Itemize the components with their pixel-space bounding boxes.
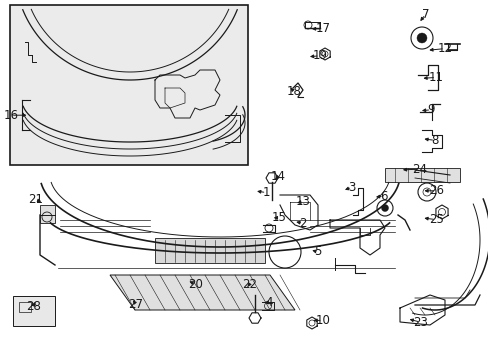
Text: 24: 24	[411, 163, 426, 176]
Text: 13: 13	[295, 195, 310, 208]
Text: 17: 17	[315, 22, 329, 35]
Bar	[155, 238, 264, 263]
Text: 7: 7	[421, 8, 428, 21]
Text: 25: 25	[428, 213, 443, 226]
Text: 4: 4	[264, 296, 272, 309]
Text: 23: 23	[412, 316, 427, 329]
Text: 27: 27	[128, 298, 143, 311]
Text: 19: 19	[312, 49, 326, 62]
Text: 11: 11	[428, 71, 443, 84]
Text: 28: 28	[26, 300, 41, 312]
Bar	[40, 205, 55, 223]
Bar	[384, 168, 459, 182]
Text: 8: 8	[430, 134, 438, 147]
Text: 14: 14	[270, 170, 285, 183]
Text: 12: 12	[437, 42, 451, 55]
Text: 9: 9	[427, 103, 434, 116]
Text: 3: 3	[347, 181, 355, 194]
Bar	[10, 5, 247, 165]
Bar	[13, 296, 55, 326]
Polygon shape	[110, 275, 294, 310]
Text: 1: 1	[262, 186, 270, 199]
Circle shape	[416, 33, 426, 43]
Text: 10: 10	[315, 314, 329, 327]
Text: 18: 18	[286, 85, 301, 98]
Text: 5: 5	[313, 246, 321, 258]
Bar	[19, 302, 31, 312]
Text: 2: 2	[299, 217, 306, 230]
Circle shape	[381, 204, 387, 211]
Text: 20: 20	[188, 278, 203, 291]
Text: 22: 22	[242, 278, 256, 291]
Text: 26: 26	[428, 184, 443, 197]
Text: 21: 21	[28, 193, 42, 206]
Text: 16: 16	[3, 109, 18, 122]
Text: 6: 6	[379, 190, 387, 203]
Text: 15: 15	[271, 211, 285, 224]
